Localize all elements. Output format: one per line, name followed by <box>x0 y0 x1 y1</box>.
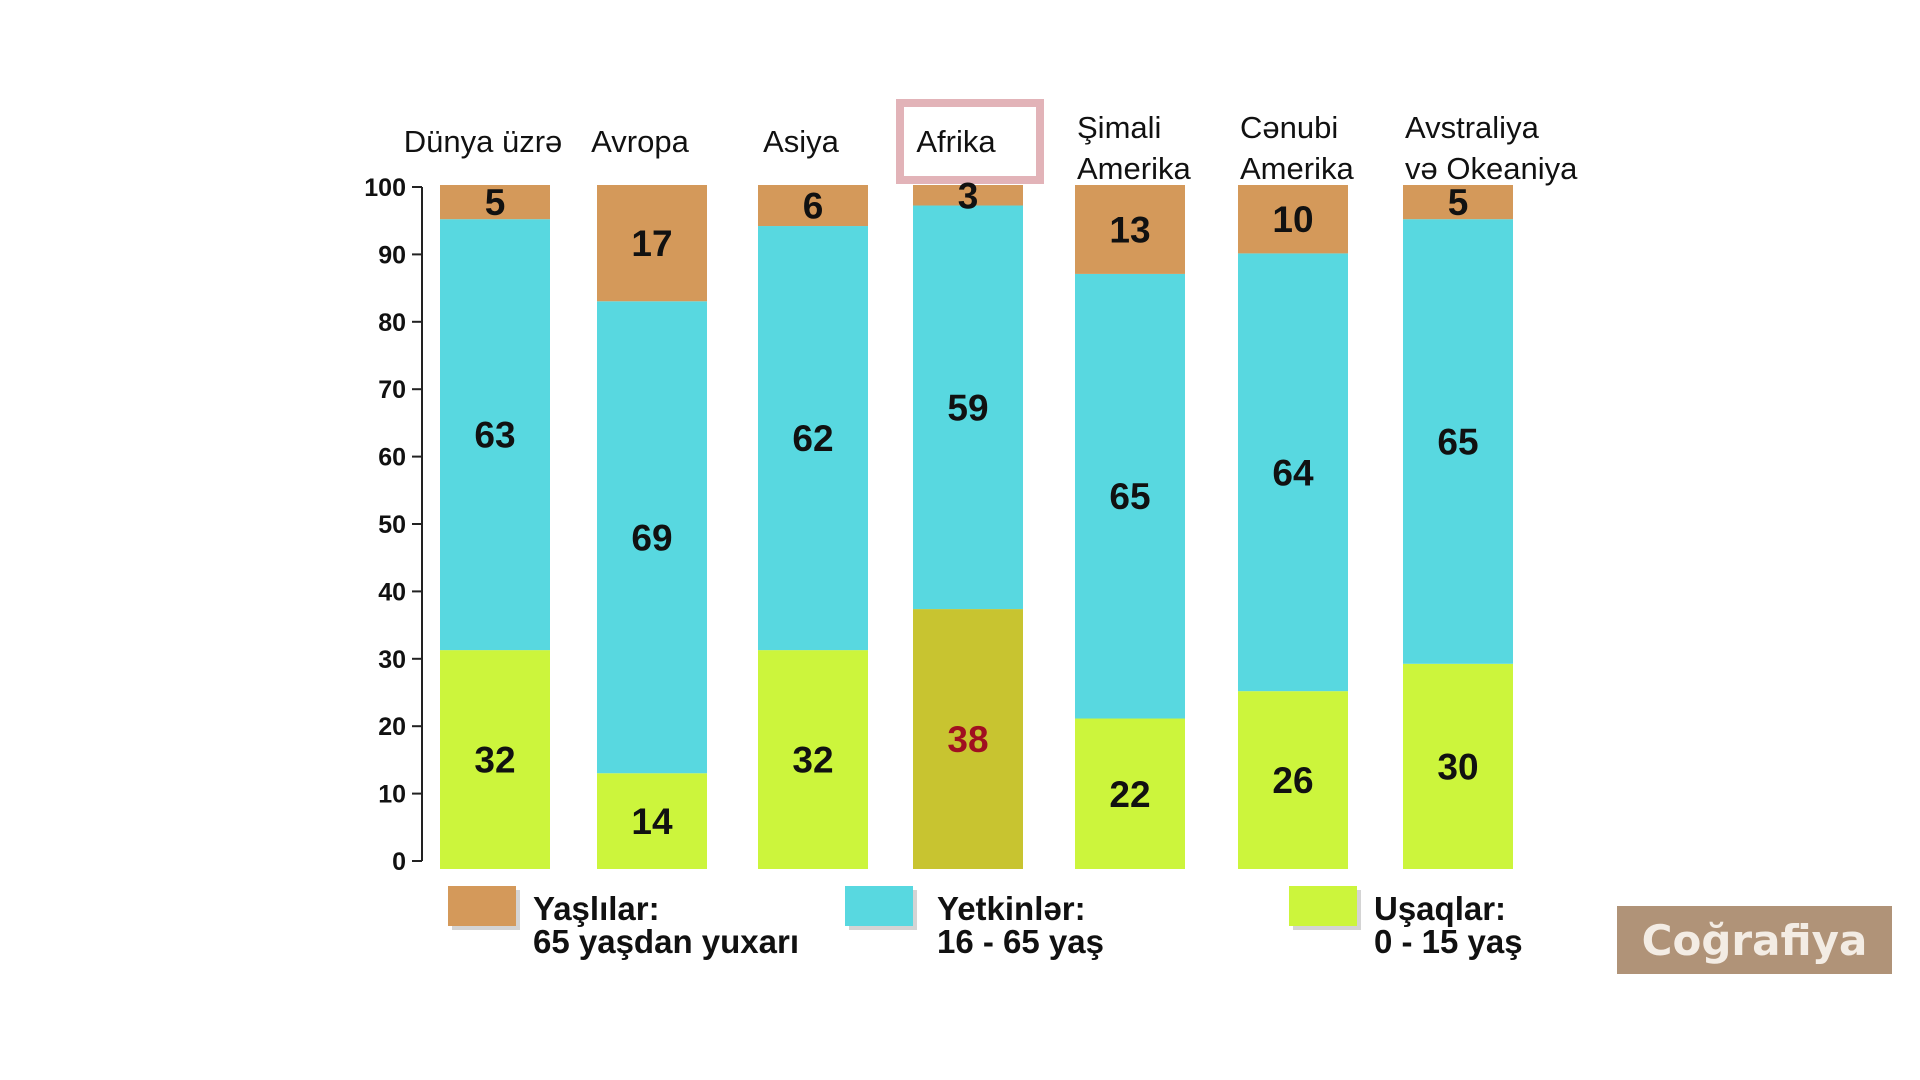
y-tick-label: 60 <box>378 444 406 472</box>
bar-segment <box>913 609 1023 869</box>
category-label: Amerika <box>1240 151 1354 186</box>
bar-segment <box>1075 273 1185 719</box>
data-label: 3 <box>958 175 979 216</box>
category-label: Cənubi <box>1240 110 1338 145</box>
y-tick-label: 100 <box>364 174 406 202</box>
data-label: 5 <box>1448 182 1469 223</box>
bar-segment <box>440 185 550 220</box>
category-label: və Okeaniya <box>1405 151 1578 186</box>
legend-swatch <box>448 886 516 926</box>
y-tick-label: 90 <box>378 241 406 269</box>
bar-segment <box>597 301 707 774</box>
data-label: 32 <box>474 740 515 781</box>
legend-swatch <box>845 886 913 926</box>
y-tick-label: 10 <box>378 781 406 809</box>
y-tick-label: 80 <box>378 309 406 337</box>
category-label: Dünya üzrə <box>404 124 563 159</box>
bar-segment <box>913 185 1023 206</box>
data-label: 5 <box>485 182 506 223</box>
category-label: Avstraliya <box>1405 110 1540 145</box>
legend-label: Yetkinlər: <box>937 890 1086 927</box>
data-label: 6 <box>803 186 824 227</box>
data-label: 32 <box>792 740 833 781</box>
legend-label: 0 - 15 yaş <box>1374 923 1523 960</box>
bar-segment <box>913 205 1023 610</box>
category-label: Amerika <box>1077 151 1191 186</box>
category-label: Asiya <box>763 124 840 159</box>
bar-segment <box>1238 691 1348 869</box>
data-label: 38 <box>947 719 988 760</box>
data-label: 13 <box>1109 209 1150 250</box>
category-label: Avropa <box>591 124 689 159</box>
data-label: 14 <box>631 801 673 842</box>
bar-segment <box>440 219 550 651</box>
bar-segment <box>1075 718 1185 869</box>
legend-label: Uşaqlar: <box>1374 890 1506 927</box>
highlight-frame <box>896 99 1044 184</box>
bar-segment <box>758 185 868 227</box>
data-label: 22 <box>1109 774 1150 815</box>
data-label: 10 <box>1272 199 1313 240</box>
y-tick-label: 40 <box>378 578 406 606</box>
bar-segment <box>1403 219 1513 664</box>
bar-segment <box>758 650 868 869</box>
data-label: 69 <box>631 517 672 558</box>
category-label: Şimali <box>1077 110 1161 145</box>
bar-segment <box>597 185 707 302</box>
y-tick-label: 30 <box>378 646 406 674</box>
bar-segment <box>1075 185 1185 274</box>
legend-label: Yaşlılar: <box>533 890 660 927</box>
data-label: 17 <box>631 223 672 264</box>
y-tick-label: 20 <box>378 713 406 741</box>
legend-label: 16 - 65 yaş <box>937 923 1104 960</box>
bar-segment <box>1238 253 1348 692</box>
data-label: 62 <box>792 418 833 459</box>
legend-label: 65 yaşdan yuxarı <box>533 923 799 960</box>
data-label: 63 <box>474 415 515 456</box>
data-label: 26 <box>1272 760 1313 801</box>
bar-segment <box>1403 663 1513 869</box>
bar-segment <box>758 226 868 651</box>
bar-segment <box>1403 185 1513 220</box>
y-tick-label: 0 <box>392 848 406 876</box>
bar-segment <box>1238 185 1348 254</box>
data-label: 30 <box>1437 746 1478 787</box>
category-label: Afrika <box>916 124 996 159</box>
data-label: 65 <box>1109 476 1150 517</box>
brand-badge: Coğrafiya <box>1617 906 1892 974</box>
data-label: 64 <box>1272 452 1314 493</box>
legend-swatch <box>1289 886 1357 926</box>
data-label: 65 <box>1437 422 1478 463</box>
data-label: 59 <box>947 387 988 428</box>
y-tick-label: 50 <box>378 511 406 539</box>
y-tick-label: 70 <box>378 376 406 404</box>
bar-segment <box>440 650 550 869</box>
bar-segment <box>597 773 707 869</box>
